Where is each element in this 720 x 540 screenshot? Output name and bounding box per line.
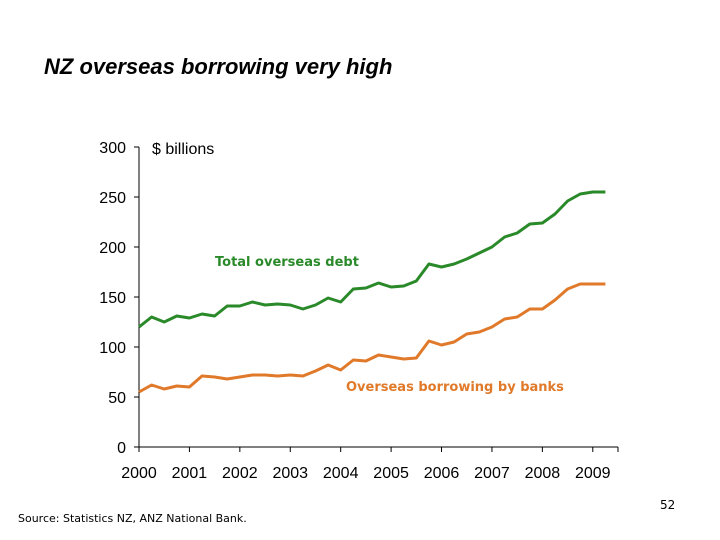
x-tick-label: 2003 — [272, 465, 308, 482]
slide-title: NZ overseas borrowing very high — [44, 54, 393, 79]
x-tick-label: 2006 — [424, 465, 460, 482]
y-tick-label: 150 — [99, 290, 126, 307]
x-tick-label: 2001 — [172, 465, 208, 482]
x-tick-label: 2005 — [373, 465, 409, 482]
unit-label: $ billions — [152, 141, 214, 158]
series-line-2 — [138, 282, 606, 394]
line-chart: 0 50 100 150 200 250 300 2000 2001 2002 2003 2004 20… — [99, 140, 619, 482]
source-note: Source: Statistics NZ, ANZ National Bank… — [18, 512, 247, 525]
series-line-1 — [138, 190, 606, 329]
x-tick-label: 2000 — [121, 465, 157, 482]
y-tick-label: 300 — [99, 140, 126, 157]
page-number: 52 — [660, 498, 676, 512]
x-tick-label: 2009 — [575, 465, 611, 482]
x-tick-label: 2008 — [525, 465, 561, 482]
y-tick-label: 0 — [117, 440, 126, 457]
series-label-1: Total overseas debt — [215, 255, 359, 270]
series-label-2: Overseas borrowing by banks — [346, 380, 564, 395]
y-tick-label: 100 — [99, 340, 126, 357]
x-tick-label: 2002 — [222, 465, 258, 482]
x-tick-label: 2004 — [323, 465, 359, 482]
y-tick-label: 50 — [108, 390, 126, 407]
y-tick-label: 200 — [99, 240, 126, 257]
x-tick-label: 2007 — [474, 465, 510, 482]
y-tick-label: 250 — [99, 190, 126, 207]
